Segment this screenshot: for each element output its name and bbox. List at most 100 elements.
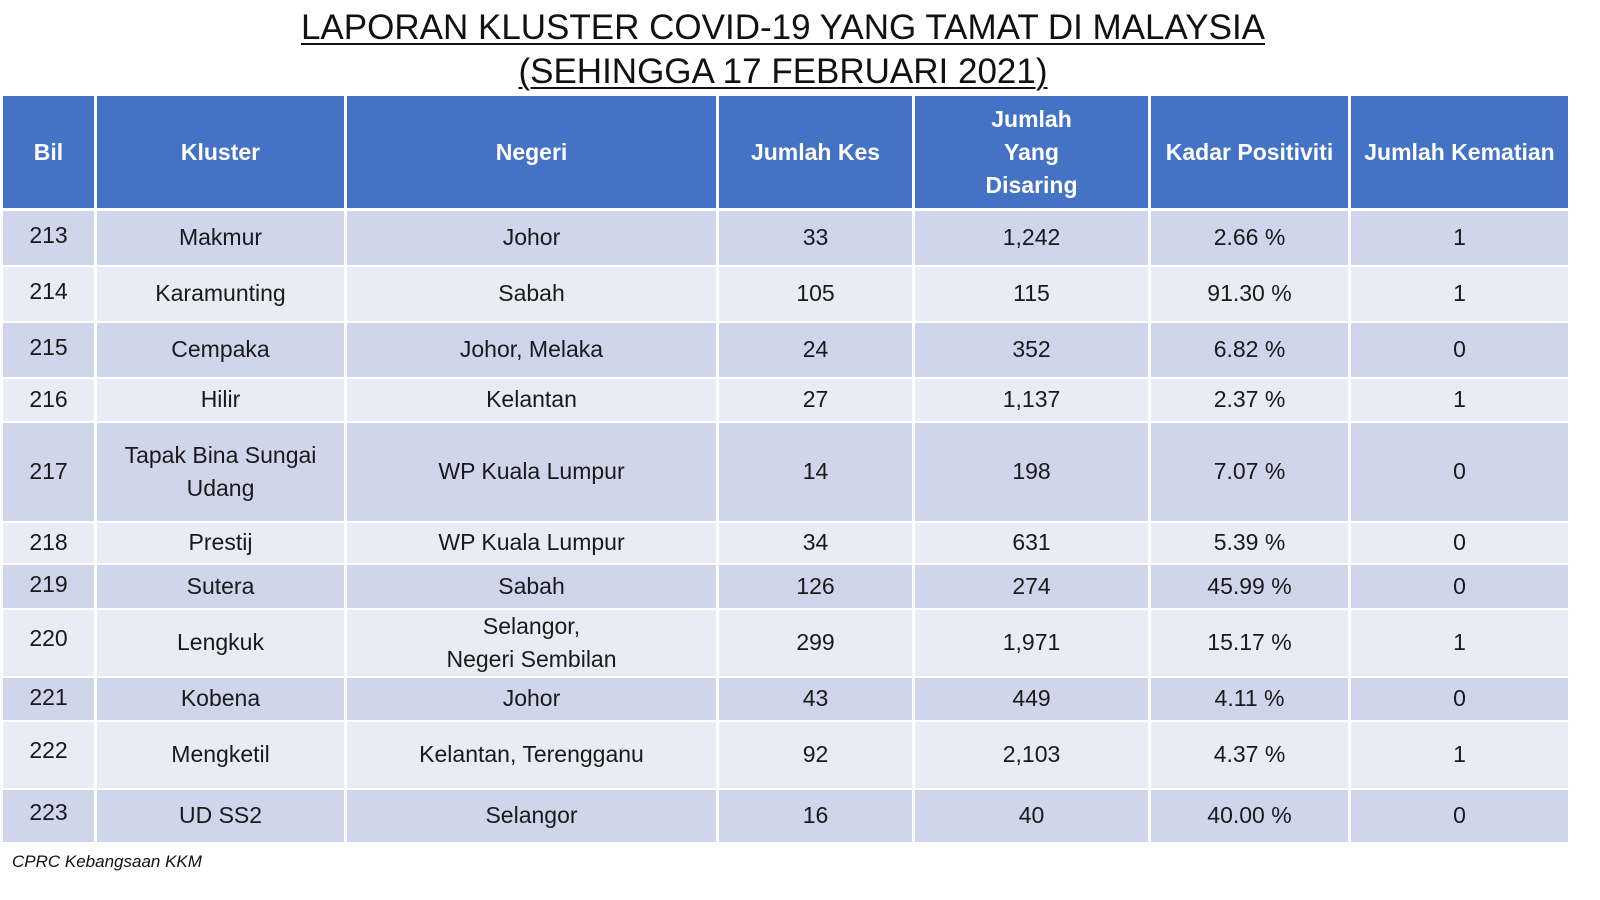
title-line-2: (SEHINGGA 17 FEBRUARI 2021) (518, 52, 1048, 91)
cell-kluster: Makmur (94, 208, 347, 267)
cell-jumlah-disaring: 631 (912, 520, 1151, 565)
cell-negeri: Sabah (344, 264, 719, 323)
cell-bil: 218 (0, 520, 97, 565)
cell-negeri: Kelantan, Terengganu (344, 719, 719, 790)
cell-kadar-positiviti: 2.37 % (1148, 376, 1351, 423)
cell-jumlah-kes: 33 (716, 208, 915, 267)
cell-jumlah-kematian: 1 (1348, 719, 1571, 790)
table-row: 218 Prestij WP Kuala Lumpur 34 631 5.39 … (0, 520, 1571, 565)
cell-negeri: Sabah (344, 562, 719, 610)
cell-jumlah-kes: 126 (716, 562, 915, 610)
cell-jumlah-disaring: 449 (912, 675, 1151, 722)
table-row: 220 Lengkuk Selangor, Negeri Sembilan 29… (0, 607, 1571, 678)
cell-kadar-positiviti: 45.99 % (1148, 562, 1351, 610)
cell-negeri: Selangor, Negeri Sembilan (344, 607, 719, 678)
cell-jumlah-kes: 24 (716, 320, 915, 379)
cell-jumlah-disaring: 1,971 (912, 607, 1151, 678)
cell-jumlah-kes: 105 (716, 264, 915, 323)
cell-kadar-positiviti: 4.37 % (1148, 719, 1351, 790)
table-row: 222 Mengketil Kelantan, Terengganu 92 2,… (0, 719, 1571, 790)
header-jumlah-kematian: Jumlah Kematian (1348, 96, 1571, 211)
cell-bil: 215 (0, 320, 97, 379)
title-line-1: LAPORAN KLUSTER COVID-19 YANG TAMAT DI M… (300, 8, 1266, 47)
cell-kluster: Mengketil (94, 719, 347, 790)
cell-kluster: Cempaka (94, 320, 347, 379)
cell-bil: 213 (0, 208, 97, 267)
table-header-row: Bil Kluster Negeri Jumlah Kes Jumlah Yan… (0, 96, 1571, 211)
table-row: 216 Hilir Kelantan 27 1,137 2.37 % 1 (0, 376, 1571, 423)
cell-kadar-positiviti: 2.66 % (1148, 208, 1351, 267)
cell-bil: 219 (0, 562, 97, 610)
cell-bil: 221 (0, 675, 97, 722)
cell-jumlah-disaring: 198 (912, 420, 1151, 523)
cell-jumlah-kematian: 1 (1348, 607, 1571, 678)
cell-negeri: WP Kuala Lumpur (344, 520, 719, 565)
cell-jumlah-kes: 27 (716, 376, 915, 423)
cell-kadar-positiviti: 15.17 % (1148, 607, 1351, 678)
cell-jumlah-kematian: 1 (1348, 376, 1571, 423)
cell-jumlah-kes: 14 (716, 420, 915, 523)
cell-bil: 216 (0, 376, 97, 423)
cell-jumlah-disaring: 1,137 (912, 376, 1151, 423)
cell-jumlah-kematian: 0 (1348, 675, 1571, 722)
cell-negeri: Johor (344, 675, 719, 722)
cell-negeri: Kelantan (344, 376, 719, 423)
cell-jumlah-kes: 16 (716, 787, 915, 844)
cell-bil: 214 (0, 264, 97, 323)
cell-kadar-positiviti: 4.11 % (1148, 675, 1351, 722)
cell-kadar-positiviti: 5.39 % (1148, 520, 1351, 565)
table-row: 217 Tapak Bina Sungai Udang WP Kuala Lum… (0, 420, 1571, 523)
table-row: 215 Cempaka Johor, Melaka 24 352 6.82 % … (0, 320, 1571, 379)
report-title: LAPORAN KLUSTER COVID-19 YANG TAMAT DI M… (0, 6, 1566, 94)
cell-kluster: Hilir (94, 376, 347, 423)
cell-jumlah-kes: 92 (716, 719, 915, 790)
table-row: 219 Sutera Sabah 126 274 45.99 % 0 (0, 562, 1571, 610)
cell-jumlah-kes: 299 (716, 607, 915, 678)
cluster-table: Bil Kluster Negeri Jumlah Kes Jumlah Yan… (0, 96, 1571, 844)
cell-jumlah-disaring: 1,242 (912, 208, 1151, 267)
header-negeri: Negeri (344, 96, 719, 211)
cell-negeri: Selangor (344, 787, 719, 844)
table-row: 223 UD SS2 Selangor 16 40 40.00 % 0 (0, 787, 1571, 844)
table-row: 213 Makmur Johor 33 1,242 2.66 % 1 (0, 208, 1571, 267)
cell-kadar-positiviti: 7.07 % (1148, 420, 1351, 523)
table-row: 214 Karamunting Sabah 105 115 91.30 % 1 (0, 264, 1571, 323)
cell-jumlah-disaring: 115 (912, 264, 1151, 323)
header-jumlah-kes: Jumlah Kes (716, 96, 915, 211)
cell-negeri: WP Kuala Lumpur (344, 420, 719, 523)
cell-jumlah-kes: 43 (716, 675, 915, 722)
cell-negeri: Johor (344, 208, 719, 267)
cell-kluster: Sutera (94, 562, 347, 610)
cell-kluster: Tapak Bina Sungai Udang (94, 420, 347, 523)
cell-jumlah-disaring: 352 (912, 320, 1151, 379)
cell-jumlah-kematian: 1 (1348, 208, 1571, 267)
table-row: 221 Kobena Johor 43 449 4.11 % 0 (0, 675, 1571, 722)
cell-bil: 220 (0, 607, 97, 678)
cell-jumlah-kematian: 1 (1348, 264, 1571, 323)
cell-bil: 223 (0, 787, 97, 844)
cell-kadar-positiviti: 6.82 % (1148, 320, 1351, 379)
cell-jumlah-kes: 34 (716, 520, 915, 565)
source-note: CPRC Kebangsaan KKM (12, 852, 202, 871)
header-kadar-positiviti: Kadar Positiviti (1148, 96, 1351, 211)
cell-jumlah-kematian: 0 (1348, 562, 1571, 610)
cell-kluster: Kobena (94, 675, 347, 722)
cell-negeri: Johor, Melaka (344, 320, 719, 379)
cell-jumlah-kematian: 0 (1348, 520, 1571, 565)
cell-kluster: Lengkuk (94, 607, 347, 678)
cell-jumlah-disaring: 274 (912, 562, 1151, 610)
cell-kluster: UD SS2 (94, 787, 347, 844)
cell-jumlah-kematian: 0 (1348, 787, 1571, 844)
header-kluster: Kluster (94, 96, 347, 211)
cell-kadar-positiviti: 91.30 % (1148, 264, 1351, 323)
cell-bil: 217 (0, 420, 97, 523)
cell-jumlah-disaring: 2,103 (912, 719, 1151, 790)
cell-kluster: Karamunting (94, 264, 347, 323)
header-jumlah-disaring: Jumlah Yang Disaring (912, 96, 1151, 211)
cell-bil: 222 (0, 719, 97, 790)
cell-jumlah-disaring: 40 (912, 787, 1151, 844)
cell-jumlah-kematian: 0 (1348, 420, 1571, 523)
cell-jumlah-kematian: 0 (1348, 320, 1571, 379)
header-bil: Bil (0, 96, 97, 211)
cell-kadar-positiviti: 40.00 % (1148, 787, 1351, 844)
